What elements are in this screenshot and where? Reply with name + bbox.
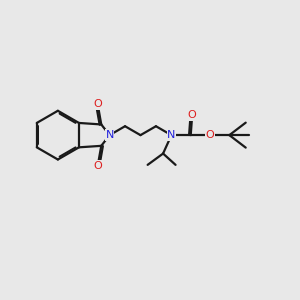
Text: N: N xyxy=(105,130,114,140)
Text: O: O xyxy=(93,99,102,109)
Text: O: O xyxy=(188,110,197,120)
Text: O: O xyxy=(93,161,102,171)
Text: N: N xyxy=(167,130,176,140)
Text: O: O xyxy=(206,130,214,140)
